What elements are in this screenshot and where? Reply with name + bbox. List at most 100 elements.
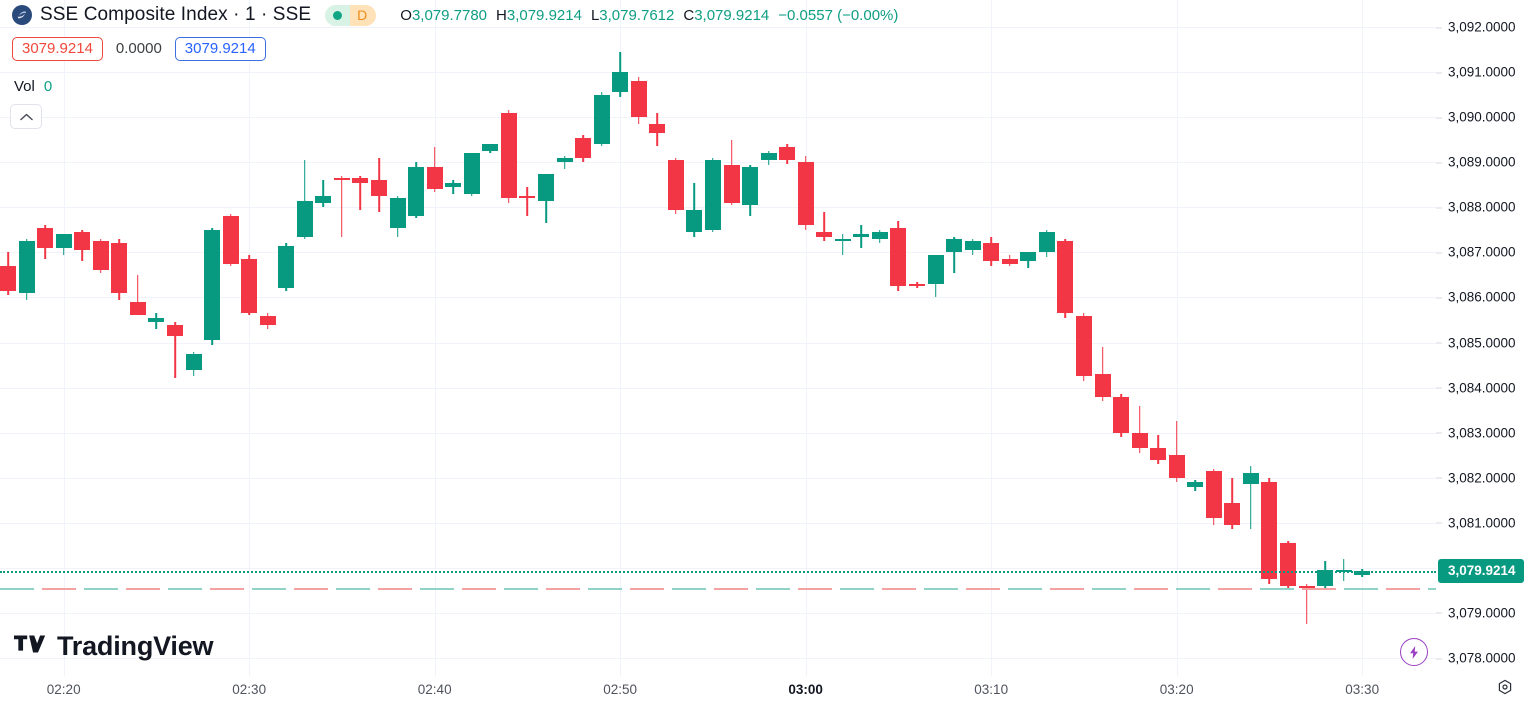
horizontal-gridline — [0, 612, 1436, 614]
time-scale[interactable]: 02:20 02:30 02:40 02:50 03:00 03:10 03:20 03:30 — [0, 676, 1526, 702]
candlestick — [612, 0, 629, 676]
time-tick-label: 02:40 — [417, 682, 452, 697]
price-tick-mark — [1436, 387, 1442, 389]
candle-body — [519, 196, 536, 199]
candlestick — [946, 0, 963, 676]
candlestick — [1242, 0, 1259, 676]
candlestick — [167, 0, 183, 676]
candle-body — [92, 241, 109, 271]
candle-body — [185, 353, 202, 370]
candle-body — [1075, 315, 1092, 377]
candle-body — [1131, 432, 1148, 449]
candle-wick — [1138, 405, 1141, 453]
price-tick-mark — [1436, 27, 1442, 28]
candlestick — [1280, 0, 1296, 676]
candle-body — [389, 198, 406, 228]
candlestick — [296, 0, 313, 676]
time-tick-label: 02:30 — [232, 682, 267, 697]
candle-body — [1317, 570, 1333, 586]
candlestick — [760, 0, 777, 676]
candlestick — [556, 0, 573, 676]
candle-wick — [359, 175, 362, 210]
candle-wick — [452, 180, 454, 194]
candlestick — [667, 0, 684, 676]
candlestick — [148, 0, 165, 676]
price-tick-mark — [1436, 522, 1442, 524]
candlestick — [0, 0, 16, 676]
candle-body — [296, 200, 313, 237]
candle-wick — [137, 274, 139, 311]
chart-pane[interactable] — [0, 0, 1436, 676]
candle-body — [37, 227, 54, 248]
candle-body — [556, 157, 573, 163]
candlestick — [519, 0, 536, 676]
lightning-bolt-icon[interactable] — [1400, 638, 1428, 666]
candlestick — [463, 0, 480, 676]
horizontal-gridline — [0, 522, 1436, 524]
candle-body — [278, 245, 295, 289]
candlestick — [259, 0, 276, 676]
candlestick — [1150, 0, 1167, 676]
candlestick — [1224, 0, 1241, 676]
candlestick — [983, 0, 1000, 676]
study-badge-upper[interactable]: 3079.9214 — [174, 37, 266, 61]
vertical-gridline — [1176, 0, 1178, 676]
candle-body — [18, 241, 35, 293]
candle-body — [575, 137, 592, 158]
candlestick — [1075, 0, 1092, 676]
price-tick-mark — [1436, 612, 1442, 614]
chevron-up-icon — [19, 108, 33, 126]
study-badge-lower[interactable]: 3079.9214 — [12, 37, 103, 61]
collapse-pane-button[interactable] — [10, 104, 42, 129]
candle-body — [1001, 259, 1018, 264]
candlestick — [241, 0, 258, 676]
candlestick — [185, 0, 202, 676]
price-tick-label: 3,083.0000 — [1436, 425, 1526, 440]
candle-body — [760, 153, 777, 160]
candle-body — [74, 232, 91, 251]
price-scale[interactable]: 3,092.0000 3,091.0000 3,090.0000 3,089.0000… — [1436, 0, 1526, 676]
candlestick — [1261, 0, 1278, 676]
candle-wick — [1101, 347, 1104, 402]
chart-settings-gear-icon[interactable] — [1494, 677, 1516, 699]
candle-wick — [1342, 558, 1345, 582]
candle-body — [55, 234, 72, 248]
price-tick-label: 3,091.0000 — [1436, 65, 1526, 80]
time-tick-label: 02:20 — [46, 682, 81, 697]
candlestick — [797, 0, 814, 676]
vertical-gridline — [805, 0, 807, 676]
candlestick — [964, 0, 981, 676]
candlestick — [18, 0, 35, 676]
candlestick — [111, 0, 128, 676]
price-tick-mark — [1436, 342, 1442, 344]
candlestick — [129, 0, 146, 676]
price-tick-mark — [1436, 297, 1442, 299]
candle-wick — [341, 175, 343, 237]
candle-body — [482, 144, 499, 151]
price-tick-mark — [1436, 207, 1442, 209]
candlestick — [1354, 0, 1371, 676]
symbol-title[interactable]: SSE Composite Index · 1 · SSE — [40, 4, 312, 25]
price-tick-label: 3,087.0000 — [1436, 245, 1526, 260]
candle-body — [1094, 374, 1111, 397]
study-value-middle: 0.0000 — [112, 37, 165, 61]
candle-wick — [823, 211, 825, 242]
session-interval-badge[interactable]: D — [325, 4, 377, 26]
candlestick — [352, 0, 369, 676]
candle-body — [222, 216, 239, 264]
candle-body — [779, 146, 796, 160]
current-price-badge[interactable]: 3,079.9214 — [1438, 559, 1524, 584]
price-tick-label: 3,079.0000 — [1436, 605, 1526, 620]
candle-wick — [526, 187, 529, 217]
horizontal-gridline — [0, 27, 1436, 28]
horizontal-gridline — [0, 432, 1436, 434]
candle-body — [723, 164, 740, 203]
price-tick-label: 3,090.0000 — [1436, 110, 1526, 125]
candle-body — [0, 265, 16, 291]
candlestick — [686, 0, 703, 676]
price-tick-label: 3,089.0000 — [1436, 155, 1526, 170]
candle-body — [241, 259, 258, 314]
volume-legend: Vol 0 — [14, 78, 52, 95]
candlestick — [482, 0, 499, 676]
